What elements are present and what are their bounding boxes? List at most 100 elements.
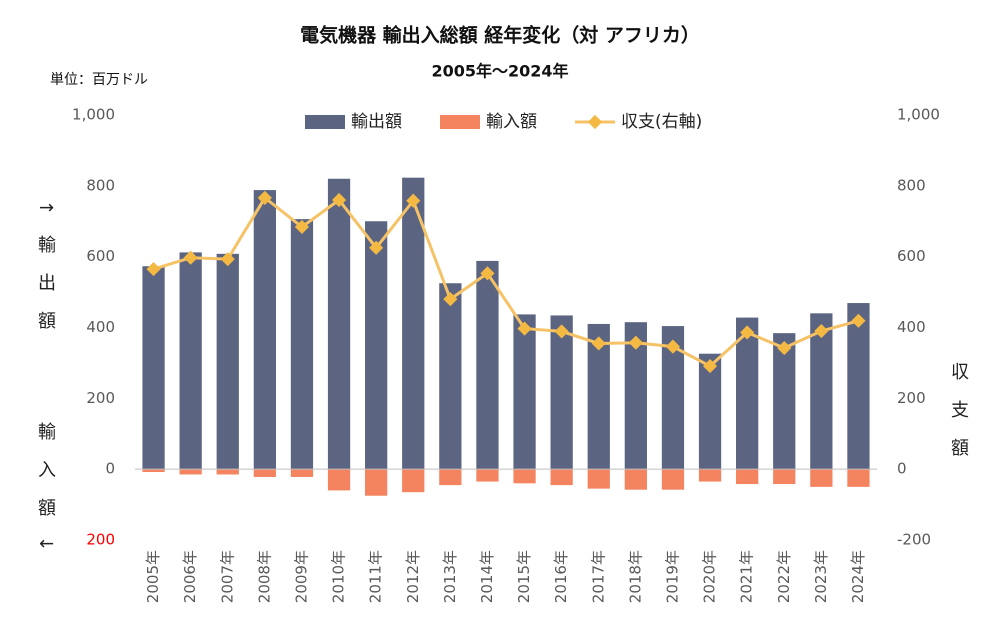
marker xyxy=(480,266,495,281)
marker xyxy=(443,292,458,307)
legend-label: 輸入額 xyxy=(486,112,537,132)
marker xyxy=(740,325,755,340)
bar xyxy=(810,469,833,487)
y2-tick-label: 0 xyxy=(897,460,907,478)
bar xyxy=(550,469,573,486)
x-tick-label: 2012年 xyxy=(404,550,422,603)
bar xyxy=(624,322,647,470)
marker xyxy=(814,323,829,339)
y-tick-label: 400 xyxy=(86,318,115,336)
bar xyxy=(513,469,536,484)
y2-tick-label: -200 xyxy=(897,531,931,549)
x-tick-label: 2019年 xyxy=(663,550,681,603)
bar xyxy=(253,190,276,470)
x-tick-label: 2009年 xyxy=(292,550,310,603)
marker xyxy=(294,219,310,234)
y2-tick-label: 600 xyxy=(897,247,926,265)
marker xyxy=(554,324,569,339)
x-tick-label: 2016年 xyxy=(552,550,570,603)
bar xyxy=(736,317,759,470)
y-tick-label: 600 xyxy=(86,247,115,265)
bar xyxy=(290,469,314,477)
bar xyxy=(624,469,647,490)
bar xyxy=(216,253,239,470)
y-tick-label: 800 xyxy=(86,176,115,194)
marker xyxy=(777,340,792,356)
y2-tick-label: 200 xyxy=(897,389,926,407)
bar xyxy=(476,469,499,482)
bar xyxy=(736,469,759,485)
x-tick-label: 2020年 xyxy=(701,550,719,603)
bar xyxy=(253,469,276,477)
bar xyxy=(142,469,165,472)
marker xyxy=(331,192,347,208)
legend-swatch xyxy=(440,115,480,129)
bar xyxy=(179,252,202,470)
y-tick-label: 200 xyxy=(86,531,115,549)
x-tick-label: 2021年 xyxy=(738,550,756,603)
bar xyxy=(587,469,610,489)
bar xyxy=(847,303,870,470)
bar xyxy=(587,323,610,470)
x-tick-label: 2017年 xyxy=(589,550,607,603)
marker xyxy=(257,190,272,205)
marker xyxy=(220,252,235,267)
marker xyxy=(851,313,866,328)
y-tick-label: 1,000 xyxy=(72,106,115,124)
bar xyxy=(810,313,833,470)
marker xyxy=(702,359,718,374)
bar xyxy=(327,178,351,470)
x-tick-label: 2024年 xyxy=(849,550,867,603)
bar xyxy=(513,314,536,470)
marker xyxy=(369,240,384,255)
bar xyxy=(550,315,573,470)
marker xyxy=(517,321,532,336)
bar xyxy=(439,469,462,486)
bar xyxy=(179,469,202,475)
bar xyxy=(698,469,722,482)
legend-swatch xyxy=(587,114,603,130)
marker xyxy=(146,261,161,277)
x-tick-label: 2006年 xyxy=(181,550,199,603)
bar xyxy=(290,219,314,470)
y2-tick-label: 1,000 xyxy=(897,106,940,124)
y-axis-label: 輸入額↓ xyxy=(35,422,56,571)
bar xyxy=(476,260,499,470)
x-tick-label: 2008年 xyxy=(255,550,273,603)
marker xyxy=(406,193,421,208)
x-tick-label: 2007年 xyxy=(218,550,236,603)
marker xyxy=(665,339,681,354)
bar xyxy=(439,283,462,470)
bar xyxy=(216,469,239,475)
legend-label: 輸出額 xyxy=(351,112,402,132)
chart-title: 電気機器 輸出入総額 経年変化（対 アフリカ） xyxy=(300,24,700,47)
y-tick-label: 0 xyxy=(105,460,115,478)
y2-axis-label: 収支額 xyxy=(948,362,969,476)
bar xyxy=(402,469,425,493)
y-tick-label: 200 xyxy=(86,389,115,407)
marker xyxy=(628,335,643,350)
marker xyxy=(591,336,606,351)
unit-label: 単位：百万ドル xyxy=(50,72,148,88)
bar xyxy=(661,469,685,490)
bar xyxy=(773,469,796,485)
x-tick-label: 2018年 xyxy=(626,550,644,603)
x-tick-label: 2005年 xyxy=(144,550,162,603)
x-tick-label: 2015年 xyxy=(515,550,533,603)
bar xyxy=(773,333,796,470)
x-tick-label: 2010年 xyxy=(330,550,348,603)
bar xyxy=(327,469,351,491)
bar xyxy=(847,469,870,487)
bar xyxy=(698,353,722,470)
x-tick-label: 2022年 xyxy=(775,550,793,603)
bar xyxy=(365,469,388,496)
x-tick-label: 2013年 xyxy=(441,550,459,603)
x-tick-label: 2023年 xyxy=(812,550,830,603)
line xyxy=(153,195,859,368)
bar xyxy=(365,221,388,470)
chart-subtitle: 2005年～2024年 xyxy=(431,62,568,81)
x-tick-label: 2011年 xyxy=(367,550,385,603)
legend-label: 収支(右軸) xyxy=(621,112,702,132)
legend-swatch xyxy=(305,115,345,129)
